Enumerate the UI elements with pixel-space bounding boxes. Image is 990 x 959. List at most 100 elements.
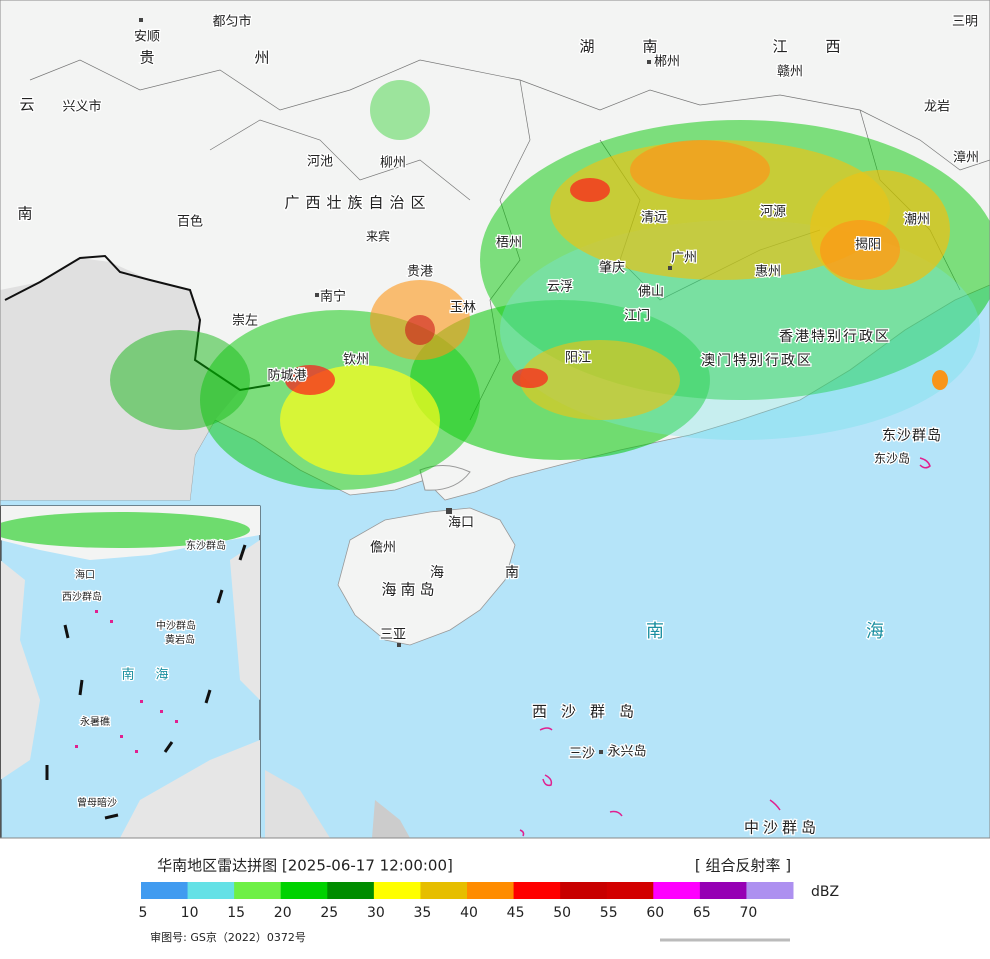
product-name: [ 组合反射率 ] xyxy=(695,857,791,875)
legend-tick-label: 55 xyxy=(600,905,618,921)
legend-swatch xyxy=(746,882,794,899)
place-label: 南 xyxy=(121,667,134,683)
legend-swatch xyxy=(280,882,328,899)
place-label: 肇庆 xyxy=(599,261,625,276)
map-frame xyxy=(0,0,990,839)
legend-tick-label: 40 xyxy=(460,905,478,921)
place-label: 东沙群岛 xyxy=(186,539,226,552)
place-label: 香港特别行政区 xyxy=(779,329,891,345)
place-label: 西 xyxy=(825,38,840,56)
foreign-land xyxy=(0,258,240,500)
legend-tick-label: 10 xyxy=(181,905,199,921)
legend-tick-label: 50 xyxy=(553,905,571,921)
place-label: 东沙岛 xyxy=(874,451,910,466)
place-label: 百色 xyxy=(177,214,203,230)
radar-echoes xyxy=(0,80,990,550)
legend-swatch xyxy=(141,882,189,899)
place-label: 安顺 xyxy=(134,30,160,45)
place-label: 永暑礁 xyxy=(80,715,110,728)
place-label: 梧州 xyxy=(496,236,522,251)
hainan-island xyxy=(337,507,516,646)
place-label: 海南岛 xyxy=(381,581,438,599)
place-label: 来宾 xyxy=(366,229,390,244)
place-label: 儋州 xyxy=(370,541,396,556)
place-label: 清远 xyxy=(641,211,667,226)
place-label: 河池 xyxy=(307,155,333,170)
place-label: 三亚 xyxy=(380,628,406,643)
place-label: 云浮 xyxy=(547,280,573,295)
legend-swatch xyxy=(606,882,654,899)
legend-swatch xyxy=(187,882,235,899)
place-label: 柳州 xyxy=(380,156,406,171)
place-label: 海 xyxy=(866,621,884,642)
foreign-land xyxy=(372,800,410,838)
place-label: 揭阳 xyxy=(855,238,881,253)
legend-tick-label: 45 xyxy=(507,905,525,921)
place-label: 海 xyxy=(430,565,444,581)
place-label: 曾母暗沙 xyxy=(77,796,117,809)
place-label: 海 xyxy=(155,668,168,683)
approval-number: 审图号: GS京（2022）0372号 xyxy=(150,930,306,944)
island xyxy=(419,465,471,491)
place-label: 中沙群岛 xyxy=(156,619,196,632)
place-label: 佛山 xyxy=(638,285,664,300)
city-dots xyxy=(139,18,785,754)
place-label: 崇左 xyxy=(232,314,258,329)
legend-tick-label: 30 xyxy=(367,905,385,921)
place-label: 海口 xyxy=(75,568,95,581)
inset xyxy=(0,505,261,838)
place-label: 河源 xyxy=(760,205,786,220)
border xyxy=(4,254,271,392)
place-label: 三明 xyxy=(952,15,978,30)
place-label: 广西壮族自治区 xyxy=(284,194,431,212)
place-label: 钦州 xyxy=(343,353,369,368)
place-label: 江 xyxy=(772,38,787,56)
place-label: 州 xyxy=(254,49,269,67)
place-label: 南宁 xyxy=(320,289,346,305)
place-label: 南 xyxy=(642,38,657,56)
place-label: 永兴岛 xyxy=(607,744,646,760)
legend-tick-label: 65 xyxy=(693,905,711,921)
legend-tick-label: 35 xyxy=(414,905,432,921)
place-label: 江门 xyxy=(624,309,650,324)
place-label: 澳门特别行政区 xyxy=(701,353,813,369)
place-label: 贵 xyxy=(139,49,154,67)
legend-swatch xyxy=(467,882,515,899)
place-label: 郴州 xyxy=(654,55,680,70)
mainland xyxy=(0,0,990,501)
place-label: 赣州 xyxy=(777,65,803,80)
legend-swatch xyxy=(653,882,701,899)
place-label: 云 xyxy=(19,96,34,114)
place-label: 贵港 xyxy=(407,265,433,280)
place-label: 都匀市 xyxy=(212,14,251,30)
foreign-land xyxy=(265,770,330,838)
place-label: 龙岩 xyxy=(924,100,950,115)
place-label: 中沙群岛 xyxy=(744,819,820,837)
legend-tick-label: 20 xyxy=(274,905,292,921)
legend-swatch xyxy=(420,882,468,899)
place-label: 广州 xyxy=(671,251,697,266)
legend-swatch xyxy=(327,882,375,899)
legend-swatch xyxy=(699,882,747,899)
legend-swatch xyxy=(513,882,561,899)
legend-tick-label: 70 xyxy=(740,905,758,921)
legend-tick-label: 25 xyxy=(320,905,338,921)
legend-tick-label: 5 xyxy=(139,905,148,921)
place-label: 西沙群岛 xyxy=(62,590,102,603)
legend-unit: dBZ xyxy=(811,884,839,900)
legend-tick-label: 15 xyxy=(227,905,245,921)
place-label: 惠州 xyxy=(755,265,781,280)
place-label: 三沙 xyxy=(569,747,595,762)
color-legend: 5 10 15 20 25 30 35 40 45 50 55 60 65 70 xyxy=(139,882,794,921)
legend-swatch xyxy=(234,882,282,899)
place-label: 海口 xyxy=(448,516,474,531)
place-label: 兴义市 xyxy=(62,99,101,115)
legend-tick-label: 60 xyxy=(646,905,664,921)
place-label: 湖 xyxy=(579,38,594,56)
place-label: 南 xyxy=(505,565,519,581)
place-label: 南 xyxy=(646,621,664,642)
place-label: 黄岩岛 xyxy=(165,633,195,646)
place-label: 南 xyxy=(17,205,32,223)
